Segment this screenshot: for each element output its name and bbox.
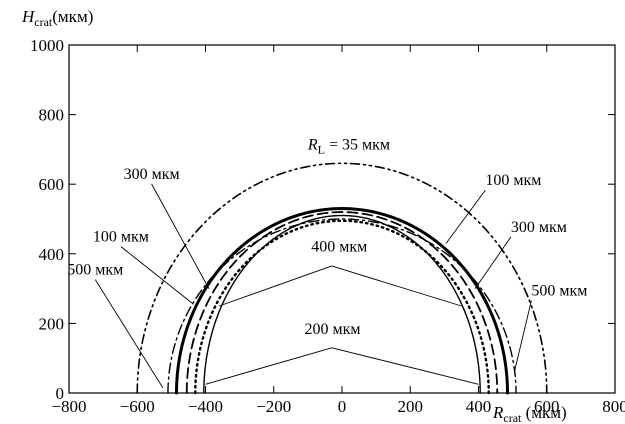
leader-line — [151, 183, 210, 289]
annotation-label: 300 мкм — [124, 166, 180, 183]
series-line — [167, 218, 517, 394]
series-line — [185, 211, 499, 394]
leader-line — [94, 279, 164, 389]
leader-line — [120, 246, 194, 305]
leader-line — [331, 347, 479, 385]
series-line — [136, 162, 548, 394]
annotation-label: RL = 35 мкм — [307, 136, 390, 156]
x-tick-label: 0 — [338, 397, 347, 416]
leader-line — [474, 236, 512, 289]
y-tick-label: 400 — [39, 245, 65, 264]
leader-line — [513, 300, 532, 373]
annotation-label: 500 мкм — [531, 283, 587, 300]
series-line — [174, 207, 510, 395]
y-tick-label: 0 — [56, 384, 65, 403]
y-tick-label: 1000 — [30, 36, 64, 55]
annotation-label: 100 мкм — [93, 229, 149, 246]
annotation-label: 300 мкм — [511, 219, 567, 236]
x-tick-label: 400 — [466, 397, 492, 416]
x-tick-label: −400 — [188, 397, 223, 416]
x-tick-label: 200 — [398, 397, 424, 416]
y-tick-label: 600 — [39, 175, 65, 194]
y-tick-label: 800 — [39, 106, 65, 125]
axis-labels: Hcrat(мкм) Rcrat (мкм) — [21, 7, 567, 424]
series-line — [194, 219, 490, 395]
series-group — [136, 162, 548, 395]
leader-line — [218, 265, 332, 307]
x-tick-label: 800 — [602, 397, 625, 416]
axes: −800 −600 −400 −200 0 200 400 600 800 0 200 400 600 8… — [30, 36, 625, 416]
x-tick-label: −600 — [120, 397, 155, 416]
x-tick-label: −800 — [51, 397, 86, 416]
annotation-label: 100 мкм — [485, 172, 541, 189]
x-axis-label: Rcrat (мкм) — [492, 403, 567, 424]
series-line — [203, 214, 481, 394]
y-axis-label: Hcrat(мкм) — [21, 7, 93, 29]
annotation-label: 500 мкм — [67, 262, 123, 279]
leader-line — [205, 347, 332, 385]
annotation-label: 200 мкм — [304, 321, 360, 338]
y-tick-label: 200 — [39, 314, 65, 333]
leader-line — [331, 265, 462, 307]
annotations: RL = 35 мкм 300 мкм 100 мкм 500 мкм 400 мкм 2… — [67, 136, 587, 389]
x-tick-label: 600 — [534, 397, 560, 416]
annotation-label: 400 мкм — [311, 238, 367, 255]
x-tick-label: −200 — [256, 397, 291, 416]
leader-line — [445, 189, 486, 244]
